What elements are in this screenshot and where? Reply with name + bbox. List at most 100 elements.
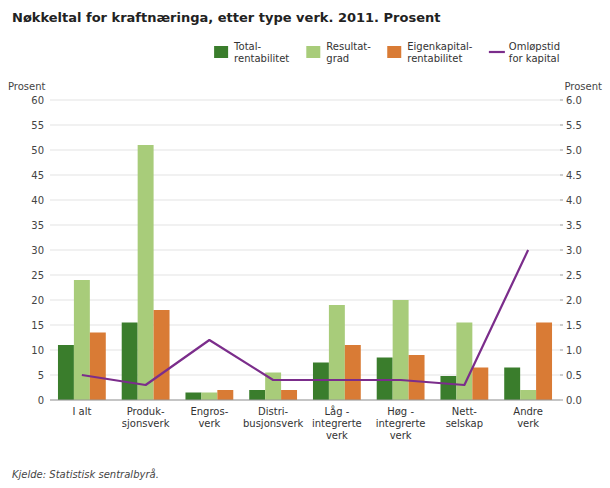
bar [74, 280, 90, 400]
y2-tick-label: 3.5 [566, 220, 582, 231]
y-axis-label: Prosent [8, 81, 46, 92]
bar [456, 323, 472, 401]
y2-tick-label: 2.0 [566, 295, 582, 306]
bar [313, 363, 329, 401]
bar [409, 355, 425, 400]
bar [281, 390, 297, 400]
legend: Total-rentabilitet Resultat-grad Eigenkapi… [214, 41, 560, 64]
bar [472, 368, 488, 401]
y2-tick [560, 350, 563, 351]
y2-tick [560, 275, 563, 276]
bar [201, 393, 217, 401]
grid-line [50, 125, 560, 126]
bar [58, 345, 74, 400]
y2-tick [560, 325, 563, 326]
y2-tick [560, 100, 563, 101]
y2-tick-label: 2.5 [566, 270, 582, 281]
y-tick-label: 0 [38, 395, 44, 406]
bar [138, 145, 154, 400]
title: Nøkkeltal for kraftnæringa, etter type v… [12, 10, 440, 25]
bar [90, 333, 106, 401]
y-tick-label: 60 [31, 95, 44, 106]
x-tick-label: I alt [72, 406, 91, 417]
legend-swatch [387, 46, 401, 58]
x-tick-label: Nett-selskap [446, 406, 483, 429]
y2-tick-label: 0.0 [566, 395, 582, 406]
chart: Nøkkeltal for kraftnæringa, etter type v… [0, 0, 610, 488]
y2-tick [560, 375, 563, 376]
y2-tick-label: 5.0 [566, 145, 582, 156]
legend-label: Omløpstidfor kapital [509, 41, 560, 64]
legend-swatch [214, 46, 228, 58]
x-axis-line [50, 400, 560, 401]
y-tick-label: 35 [31, 220, 44, 231]
legend-item: Eigenkapital-rentabilitet [387, 41, 473, 64]
y-tick-label: 45 [31, 170, 44, 181]
legend-label: Eigenkapital-rentabilitet [407, 41, 473, 64]
bar [122, 323, 138, 401]
legend-label: Resultat-grad [326, 41, 371, 64]
legend-item: Omløpstidfor kapital [489, 41, 560, 64]
bar [377, 358, 393, 401]
y-tick-label: 5 [38, 370, 44, 381]
y2-axis-label: Prosent [565, 81, 603, 92]
legend-item: Resultat-grad [306, 41, 371, 64]
y2-tick-label: 6.0 [566, 95, 582, 106]
grid-line [50, 250, 560, 251]
y2-tick-label: 3.0 [566, 245, 582, 256]
y2-tick-label: 4.5 [566, 170, 582, 181]
marks [58, 145, 552, 400]
x-tick-label: Distri-busjonsverk [243, 406, 304, 429]
y2-tick [560, 225, 563, 226]
bar [536, 323, 552, 401]
bar [520, 390, 536, 400]
source: Kjelde: Statistisk sentralbyrå. [12, 468, 159, 480]
legend-item: Total-rentabilitet [214, 41, 289, 64]
legend-label: Total-rentabilitet [233, 41, 289, 64]
grid-line [50, 275, 560, 276]
bar [217, 390, 233, 400]
x-tick-label: Engros-verk [190, 406, 228, 429]
line [82, 250, 528, 385]
bar [504, 368, 520, 401]
y2-tick-label: 1.0 [566, 345, 582, 356]
y2-tick [560, 150, 563, 151]
bar [393, 300, 409, 400]
x-tick-label: Andreverk [513, 406, 543, 429]
grid-line [50, 175, 560, 176]
y2-tick [560, 200, 563, 201]
legend-swatch [489, 51, 505, 53]
y-tick-label: 50 [31, 145, 44, 156]
grid-line [50, 225, 560, 226]
y2-tick-label: 1.5 [566, 320, 582, 331]
grid-line [50, 200, 560, 201]
y2-tick-label: 5.5 [566, 120, 582, 131]
y-tick-label: 55 [31, 120, 44, 131]
grid-line [50, 400, 560, 401]
y2-tick-label: 0.5 [566, 370, 582, 381]
x-tick-label: Låg -integrerteverk [312, 405, 362, 441]
y-tick-label: 20 [31, 295, 44, 306]
y2-tick [560, 125, 563, 126]
x-tick-label: Produk-sjonsverk [122, 406, 170, 429]
bar [329, 305, 345, 400]
x-tick-label: Høg -integrerteverk [376, 406, 426, 441]
y-tick-label: 25 [31, 270, 44, 281]
y-tick-label: 30 [31, 245, 44, 256]
grid-line [50, 150, 560, 151]
y2-tick [560, 300, 563, 301]
y-tick-label: 15 [31, 320, 44, 331]
y2-tick [560, 175, 563, 176]
y-tick-label: 40 [31, 195, 44, 206]
grid-line [50, 300, 560, 301]
y-tick-label: 10 [31, 345, 44, 356]
grid-line [50, 100, 560, 101]
y2-tick [560, 400, 563, 401]
y2-tick-label: 4.0 [566, 195, 582, 206]
bar [154, 310, 170, 400]
bar [440, 376, 456, 400]
legend-swatch [306, 46, 320, 58]
bar [345, 345, 361, 400]
bar [185, 393, 201, 401]
bar [249, 390, 265, 400]
